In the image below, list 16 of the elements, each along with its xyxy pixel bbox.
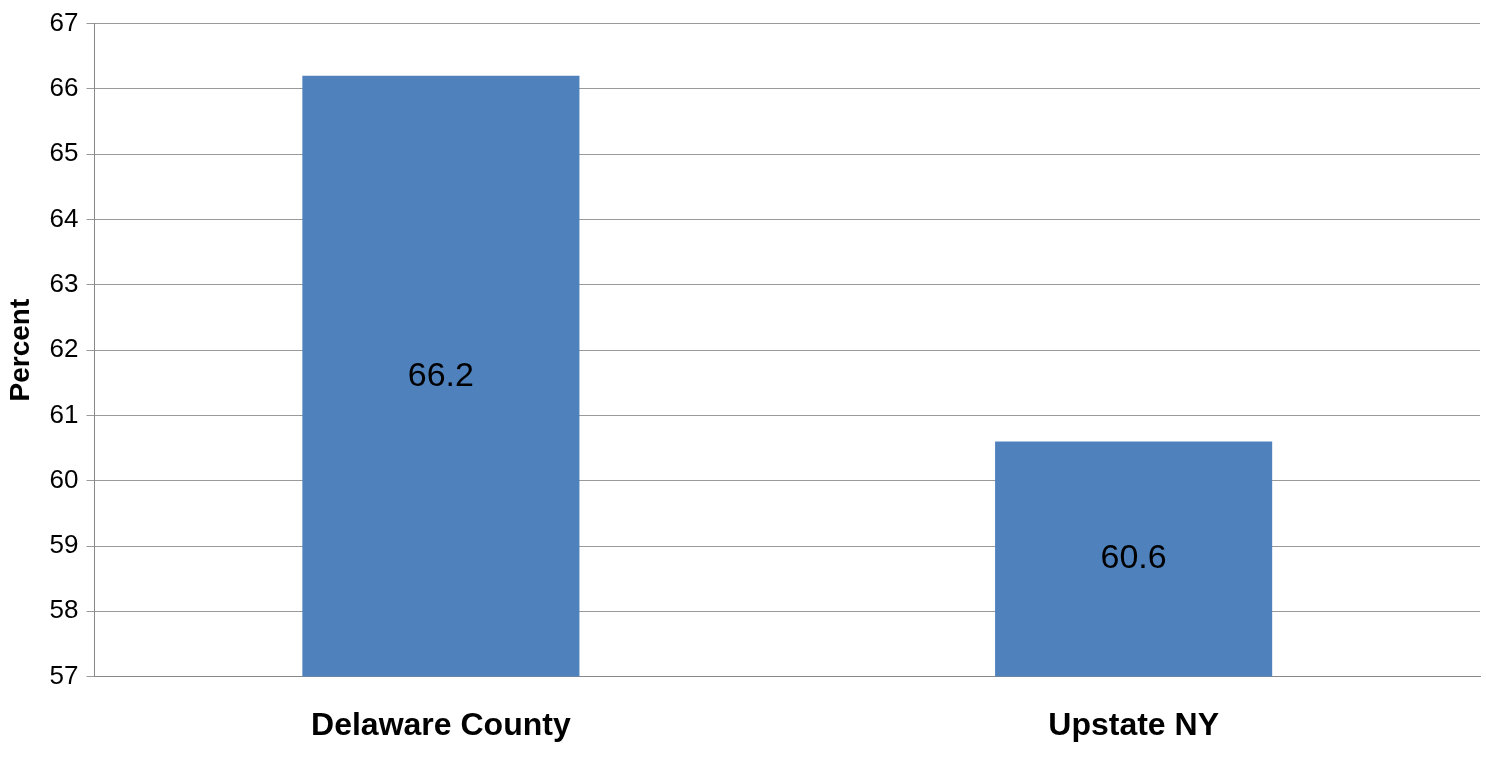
y-axis-title: Percent bbox=[3, 298, 35, 402]
y-tick-label: 64 bbox=[49, 202, 79, 233]
y-tick-label: 62 bbox=[49, 333, 79, 364]
data-label: 66.2 bbox=[407, 354, 474, 393]
x-tick-label: Delaware County bbox=[311, 705, 571, 742]
y-tick-label: 63 bbox=[49, 267, 79, 298]
y-tick-label: 65 bbox=[49, 137, 79, 168]
data-label: 60.6 bbox=[1100, 537, 1167, 576]
y-tick-label: 61 bbox=[49, 398, 79, 429]
y-tick-label: 59 bbox=[49, 529, 79, 560]
y-tick-label: 67 bbox=[49, 6, 79, 37]
x-tick-label: Upstate NY bbox=[1048, 705, 1219, 742]
y-tick-label: 57 bbox=[49, 659, 79, 690]
y-tick-label: 58 bbox=[49, 594, 79, 625]
y-tick-label: 60 bbox=[49, 463, 79, 494]
y-tick-label: 66 bbox=[49, 72, 79, 103]
